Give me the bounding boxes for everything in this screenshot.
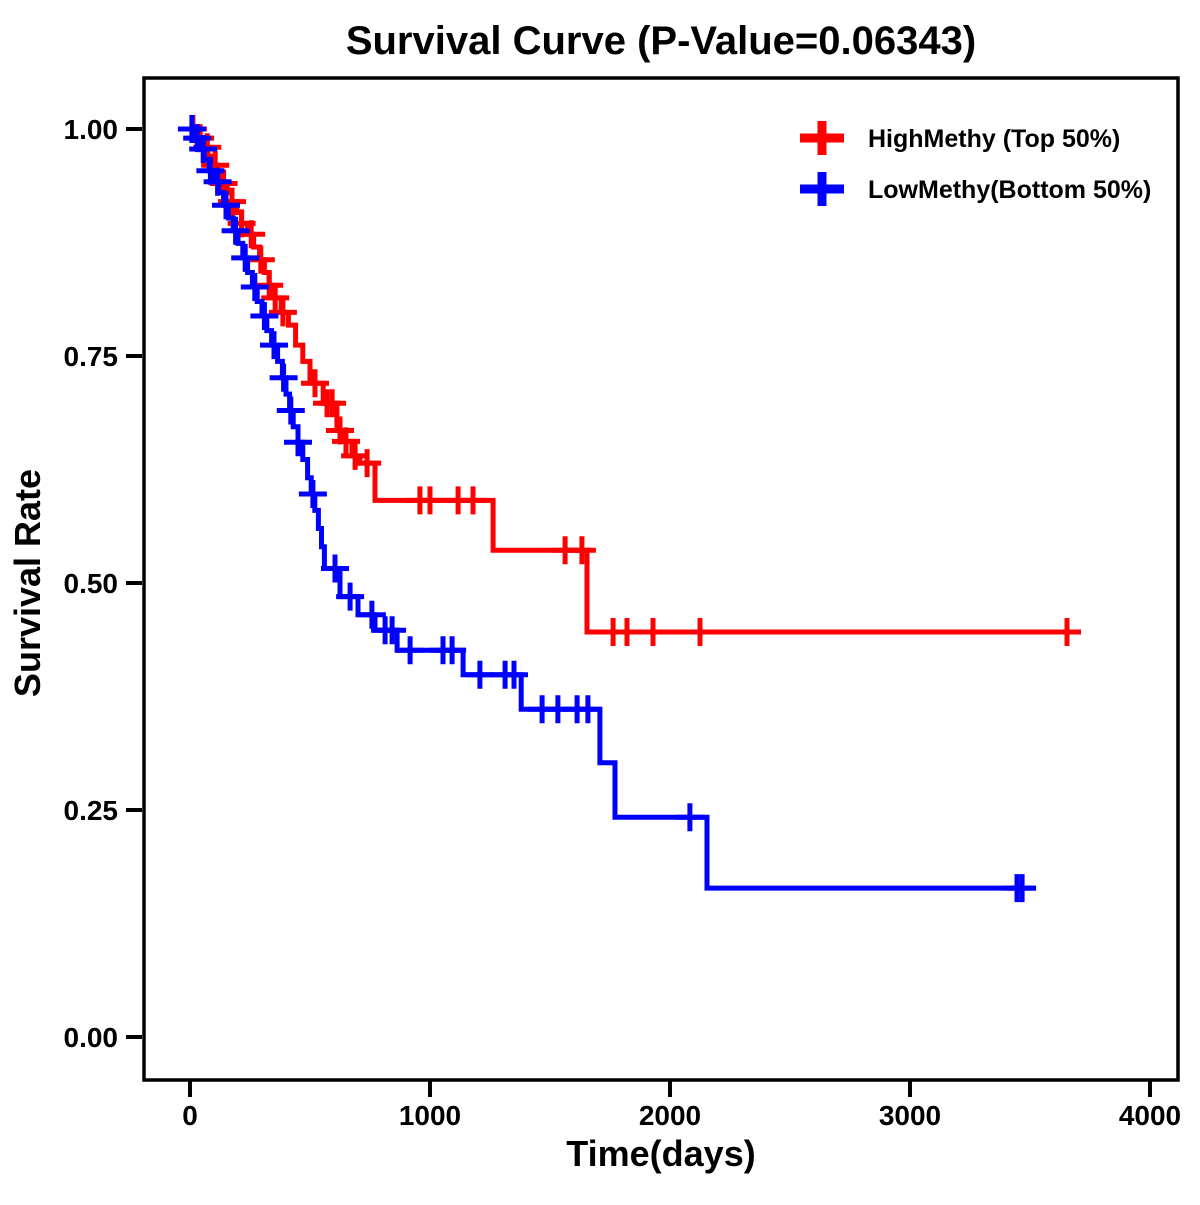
y-tick-label: 0.25 [64,795,119,826]
censor-plus-icon [298,480,327,508]
censor-plus-icon [336,582,365,611]
censor-plus-icon [639,618,667,646]
censor-plus-icon [269,363,298,392]
censor-plus-icon [261,283,290,312]
censor-plus-icon [1008,874,1037,903]
legend: HighMethy (Top 50%) LowMethy(Bottom 50%) [800,121,1151,206]
censor-plus-icon [260,331,288,360]
chart-title: Survival Curve (P-Value=0.06343) [346,19,976,63]
y-axis-ticks: 0.00 0.25 0.50 0.75 1.00 [64,114,142,1053]
censor-plus-icon [353,449,382,478]
survival-curves [177,115,1081,903]
x-tick-label: 1000 [399,1100,461,1131]
censor-plus-icon [613,618,641,646]
censor-plus-icon [284,428,312,457]
censor-plus-icon [500,660,528,689]
censor-plus-icon [396,636,425,665]
censor-plus-icon [465,660,494,689]
y-tick-label: 0.50 [64,568,119,599]
censor-plus-icon [686,618,714,646]
x-tick-label: 3000 [879,1100,941,1131]
legend-symbol-highmethy-plus-icon [800,121,844,155]
censor-plus-icon [221,216,250,245]
censor-plus-icon [321,554,349,583]
x-axis-label: Time(days) [566,1133,755,1174]
y-tick-label: 0.00 [64,1022,119,1053]
censor-plus-icon [250,302,279,330]
censor-plus-icon [203,167,232,196]
censor-marks-lowmethy [177,115,1037,903]
plot-border [142,76,1180,1082]
censor-plus-icon [268,298,297,327]
x-axis-ticks: 0 1000 2000 3000 4000 [182,1081,1181,1131]
series-lowmethy [177,115,1037,903]
y-tick-label: 0.75 [64,341,119,372]
y-tick-label: 1.00 [64,114,119,145]
legend-symbol-lowmethy-plus-icon [800,172,844,206]
censor-plus-icon [1053,618,1081,646]
censor-plus-icon [459,486,487,515]
x-tick-label: 0 [182,1100,198,1131]
censor-plus-icon [567,536,596,565]
censor-plus-icon [318,389,347,418]
censor-plus-icon [237,220,266,249]
x-tick-label: 2000 [639,1100,701,1131]
legend-label-highmethy: HighMethy (Top 50%) [868,125,1120,153]
censor-plus-icon [240,273,269,301]
y-axis-label: Survival Rate [7,469,48,697]
censor-plus-icon [301,369,329,398]
censor-plus-icon [231,243,260,272]
censor-plus-icon [276,396,305,425]
censor-plus-icon [573,695,602,724]
censor-plus-icon [189,135,218,163]
legend-label-lowmethy: LowMethy(Bottom 50%) [868,176,1151,204]
x-tick-label: 4000 [1119,1100,1181,1131]
censor-plus-icon [416,486,444,515]
censor-plus-icon [357,600,386,629]
censor-plus-icon [378,616,407,645]
censor-plus-icon [332,427,360,456]
censor-plus-icon [438,636,467,665]
censor-plus-icon [212,191,240,220]
censor-plus-icon [675,803,704,832]
